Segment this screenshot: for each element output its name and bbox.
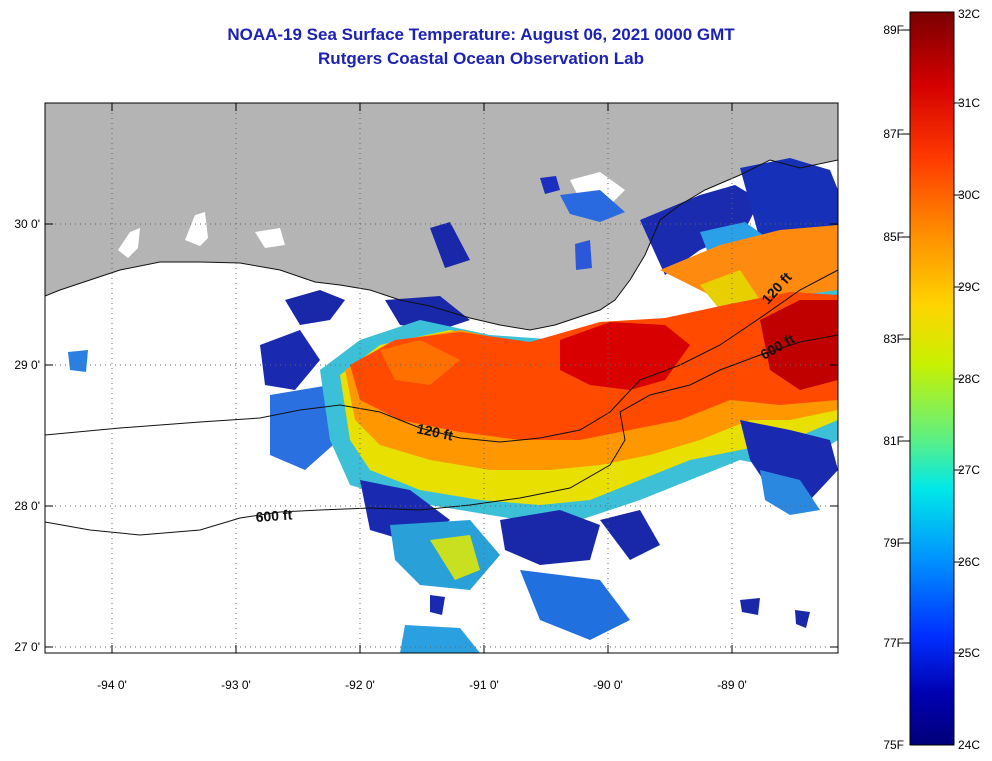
sst-main-plume [320,290,838,520]
colorbar-fahrenheit-labels: 89F 87F 85F 83F 81F 79F 77F 75F [883,23,904,752]
frame-ticks [45,103,838,653]
map-title: NOAA-19 Sea Surface Temperature: August … [227,25,735,44]
celsius-label: 31C [958,96,980,110]
celsius-label: 32C [958,7,980,21]
lon-label: -90 0' [593,678,623,692]
map-area [45,103,838,653]
map-frame [44,102,839,654]
coastline [45,159,838,331]
celsius-label: 30C [958,188,980,202]
graticule [45,103,838,653]
celsius-label: 29C [958,280,980,294]
colorbar [909,11,955,746]
lon-label: -89 0' [717,678,747,692]
lon-label: -93 0' [221,678,251,692]
land-lake [255,228,285,248]
celsius-label: 25C [958,646,980,660]
lat-label: 28 0' [14,499,40,513]
lat-label: 30 0' [14,217,40,231]
fahrenheit-label: 77F [883,636,904,650]
colorbar-ticks [902,29,962,654]
lat-label: 29 0' [14,358,40,372]
fahrenheit-label: 87F [883,127,904,141]
celsius-label: 27C [958,463,980,477]
longitude-labels: -94 0' -93 0' -92 0' -91 0' -90 0' -89 0… [97,678,747,692]
lon-label: -91 0' [469,678,499,692]
offshore-sst-patches-south [360,420,838,653]
fahrenheit-label: 85F [883,230,904,244]
colorbar-celsius-labels: 32C 31C 30C 29C 28C 27C 26C 25C 24C [958,7,980,752]
fahrenheit-label: 75F [883,738,904,752]
celsius-label: 24C [958,738,980,752]
fahrenheit-label: 89F [883,23,904,37]
land-mass [45,103,838,330]
contour-120ft [45,269,838,443]
contour-label: 120 ft [415,420,454,443]
lon-label: -94 0' [97,678,127,692]
contour-label: 600 ft [255,506,293,525]
lon-label: -92 0' [345,678,375,692]
celsius-label: 28C [958,372,980,386]
contour-600ft [45,334,838,536]
nearshore-sst-patches [430,158,838,310]
land-lake [185,212,208,246]
fahrenheit-label: 83F [883,332,904,346]
land-lake [118,228,140,258]
fahrenheit-label: 79F [883,536,904,550]
fahrenheit-label: 81F [883,434,904,448]
celsius-label: 26C [958,555,980,569]
latitude-labels: 30 0' 29 0' 28 0' 27 0' [14,217,40,654]
lat-label: 27 0' [14,640,40,654]
map-subtitle: Rutgers Coastal Ocean Observation Lab [318,49,644,68]
